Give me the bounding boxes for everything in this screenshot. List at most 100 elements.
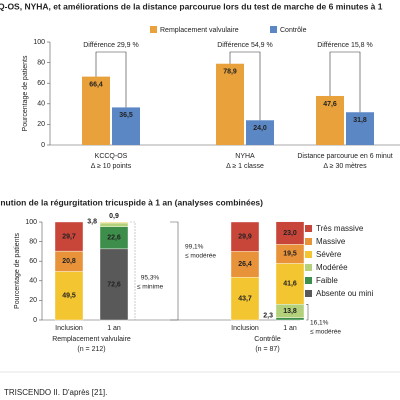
value-label: 43,7 [238,295,252,302]
x-tick-sublabel: Δ ≥ 10 points [91,163,132,170]
x-tick-label: NYHA [235,153,255,160]
group-sublabel: (n = 87) [255,346,279,353]
legend-swatch [305,225,312,232]
value-label: 20,8 [62,258,76,265]
y-tick-label: 100 [25,219,37,226]
bar-segment [230,221,260,252]
value-label: 3,8 [87,219,97,226]
value-label: 31,8 [353,117,367,124]
x-tick-sublabel: Δ ≥ 1 classe [226,163,264,170]
y-tick-label: 60 [29,258,37,265]
legend-label: Sévère [316,250,342,259]
y-axis-label: Pourcentage de patients [22,55,29,131]
value-label: 66,4 [89,81,103,88]
legend-label: Très massive [316,224,364,233]
annotation-bracket [170,221,179,321]
bar-segment [230,251,260,278]
bar [82,76,110,145]
bar-segment [99,248,129,321]
bar-segment [99,222,129,227]
x-tick-label: KCCQ-OS [95,153,128,160]
annotation-bracket [306,304,309,321]
bar-segment [275,263,305,305]
group-label: Contrôle [254,336,281,343]
legend-swatch [305,238,312,245]
y-tick-label: 0 [41,142,45,149]
difference-label: Différence 15,8 % [317,42,373,49]
legend-swatch [305,277,312,284]
legend-swatch [305,290,312,297]
difference-bracket [329,51,361,113]
y-tick-label: 80 [29,238,37,245]
legend-swatch [305,264,312,271]
value-label: 47,6 [323,101,337,108]
value-label: 2,3 [263,313,273,320]
y-tick-label: 40 [29,278,37,285]
legend-swatch [270,26,277,33]
chart-title: inution de la régurgitation tricuspide à… [0,197,263,207]
bar-segment [275,221,305,245]
bar [346,112,374,145]
value-label: 0,9 [109,213,119,220]
difference-label: Différence 29,9 % [83,42,139,49]
x-tick-label: Distance parcourue en 6 minut [297,153,392,160]
x-tick-label: 1 an [283,325,297,332]
bar [112,107,140,145]
difference-bracket [95,51,127,108]
group-label: Remplacement valvulaire [52,336,131,343]
y-tick-label: 0 [33,317,37,324]
x-tick-label: Inclusion [55,325,83,332]
bar-segment [54,221,84,252]
legend-label: Contrôle [280,27,307,34]
bar [246,120,274,145]
value-label: 24,0 [253,125,267,132]
annotation-bracket [130,221,136,321]
legend-label: Absente ou mini [316,289,374,298]
y-tick-label: 20 [37,121,45,128]
bar-segment [230,276,260,321]
annotation: 95,3% [141,275,160,282]
x-tick-label: Inclusion [231,325,259,332]
annotation: ≤ minime [137,284,164,291]
value-label: 41,6 [283,281,297,288]
y-tick-label: 40 [37,101,45,108]
annotation: ≤ modérée [185,253,216,260]
difference-bracket [229,51,261,121]
y-tick-label: 100 [33,39,45,46]
value-label: 49,5 [62,293,76,300]
annotation: 99,1% [185,244,204,251]
y-tick-label: 20 [29,297,37,304]
group-sublabel: (n = 212) [77,346,105,353]
value-label: 22,6 [107,235,121,242]
value-label: 36,5 [119,112,133,119]
legend-swatch [150,26,157,33]
bar-segment [275,317,305,321]
value-label: 72,6 [107,281,121,288]
bar-segment [54,271,84,321]
value-label: 78,9 [223,69,237,76]
legend-swatch [305,251,312,258]
value-label: 13,8 [283,308,297,315]
value-label: 29,7 [62,233,76,240]
footer: TRISCENDO II. D'après [21]. [4,388,107,397]
bar-segment [99,221,129,224]
value-label: 29,9 [238,233,252,240]
bar [216,63,244,145]
x-tick-label: 1 an [107,325,121,332]
difference-label: Différence 54,9 % [217,42,273,49]
y-axis-label: Pourcentage de patients [14,233,21,309]
chart-title: Q-OS, NYHA, et améliorations de la dista… [0,1,383,11]
legend-label: Massive [316,237,346,246]
value-label: 19,5 [283,251,297,258]
y-tick-label: 80 [37,59,45,66]
bar [316,95,344,145]
x-tick-sublabel: Δ ≥ 30 mètres [323,163,367,170]
value-label: 23,0 [283,230,297,237]
legend-label: Remplacement valvulaire [160,27,239,34]
annotation: ≤ modérée [310,329,341,336]
annotation: 16,1% [310,320,329,327]
value-label: 26,4 [238,261,252,268]
y-tick-label: 60 [37,80,45,87]
legend-label: Faible [316,276,338,285]
